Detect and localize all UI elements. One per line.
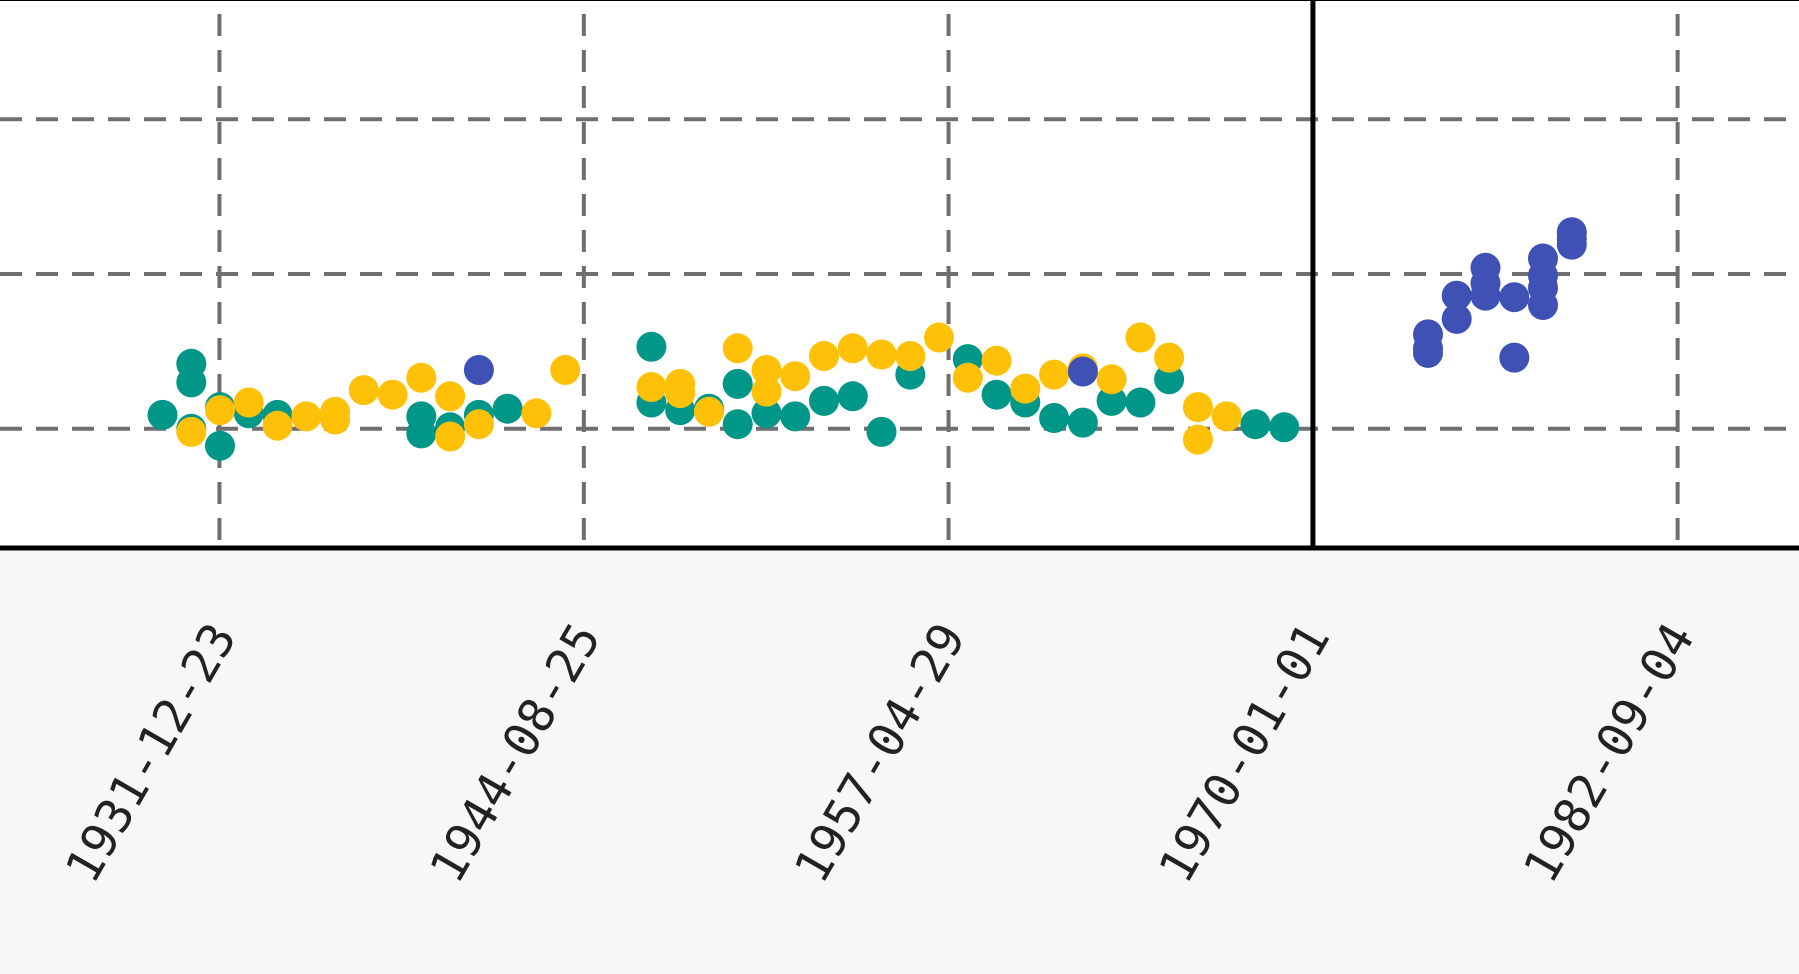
data-point [233, 387, 264, 418]
data-points [147, 217, 1587, 461]
data-point [1010, 373, 1041, 404]
data-point [147, 399, 178, 430]
data-point [1096, 364, 1127, 395]
data-point [1499, 282, 1530, 313]
data-point [895, 341, 926, 371]
data-point [1096, 385, 1127, 416]
data-point [837, 381, 868, 412]
data-point [866, 339, 897, 370]
data-point [866, 416, 897, 447]
data-point [521, 398, 552, 429]
data-point [1039, 403, 1070, 433]
data-point [406, 362, 437, 393]
data-point [1499, 342, 1530, 373]
x-tick-label: 1970-01-01 [1148, 614, 1341, 892]
x-tick-label: 1931-12-23 [55, 614, 248, 892]
data-point [809, 341, 839, 371]
data-point [262, 410, 293, 441]
data-point [1182, 424, 1213, 455]
x-tick-label: 1957-04-29 [784, 614, 977, 892]
data-point [722, 368, 753, 399]
data-point [377, 379, 408, 410]
data-point [320, 404, 351, 435]
data-point [176, 367, 207, 398]
data-point [1067, 356, 1098, 387]
data-point [636, 331, 667, 362]
data-point [1470, 252, 1501, 283]
x-tick-label: 1982-09-04 [1513, 614, 1706, 892]
data-point [463, 355, 494, 385]
data-point [780, 401, 811, 432]
data-point [1528, 290, 1558, 320]
data-point [952, 362, 983, 393]
data-point [205, 395, 235, 426]
data-point [1441, 280, 1472, 311]
data-point [1154, 364, 1185, 395]
data-point [1269, 412, 1300, 443]
data-point [435, 421, 466, 452]
data-point [1211, 401, 1242, 432]
data-point [406, 418, 437, 449]
data-point [550, 355, 581, 385]
data-point [1125, 387, 1156, 418]
data-point [1413, 333, 1443, 364]
data-point [291, 401, 322, 432]
data-point [981, 345, 1012, 376]
data-point [176, 416, 207, 447]
data-point [435, 381, 466, 412]
x-tick-label: 1944-08-25 [419, 614, 612, 892]
data-point [205, 430, 235, 461]
data-point [809, 385, 839, 416]
data-point [751, 398, 782, 429]
data-point [1441, 303, 1472, 334]
data-point [981, 379, 1012, 410]
data-point [924, 322, 954, 353]
data-point [722, 333, 753, 364]
data-point [636, 372, 667, 402]
data-point [1125, 322, 1156, 353]
data-point [1556, 217, 1587, 248]
data-point [1039, 359, 1070, 390]
data-point [751, 376, 782, 407]
data-point [837, 333, 868, 364]
data-point [492, 393, 523, 424]
data-point [694, 396, 724, 427]
data-point [780, 361, 811, 392]
data-point [1067, 407, 1098, 438]
data-point [751, 355, 782, 385]
data-point [1154, 342, 1185, 373]
data-point [463, 409, 494, 440]
data-point [665, 378, 696, 409]
data-point [722, 409, 753, 440]
data-point [348, 375, 379, 406]
data-point [1240, 409, 1271, 440]
data-point [1182, 392, 1213, 423]
x-tick-labels: 1931-12-23 1944-08-25 1957-04-29 1970-01-01… [55, 614, 1706, 892]
